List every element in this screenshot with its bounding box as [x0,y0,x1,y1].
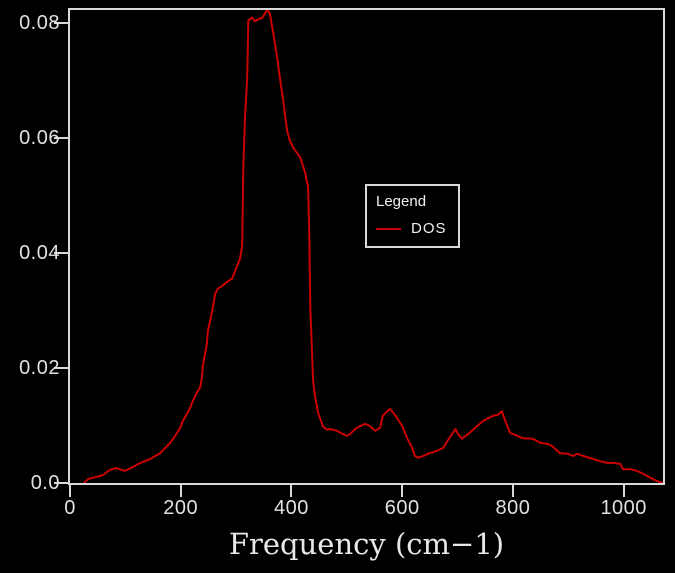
y-tick-mark [54,252,70,255]
legend-title: Legend [376,193,427,210]
legend-entry-dos: DOS [376,220,458,237]
legend-entry-label: DOS [411,220,447,237]
x-tick-label: 600 [384,497,420,519]
y-tick-mark [54,22,70,25]
x-tick-mark [69,483,71,497]
x-tick-label: 400 [274,497,309,519]
x-tick-mark [401,483,404,497]
y-tick-mark [54,137,70,140]
x-tick-label: 800 [495,497,531,519]
x-tick-label: 0 [64,497,76,519]
dos-curve [83,10,663,483]
y-tick-label: 0.02 [19,357,60,380]
x-tick-mark [179,483,182,497]
dos-line [83,10,663,483]
x-tick-mark [290,483,293,497]
legend-box: Legend DOS [365,184,460,248]
y-tick-label: 0.08 [19,12,60,35]
y-tick-mark [54,482,70,484]
y-tick-label: 0.04 [19,242,60,265]
y-tick-mark [54,367,70,370]
x-tick-label: 200 [163,497,199,519]
x-tick-mark [511,483,514,497]
x-tick-mark [622,483,625,497]
x-tick-label: 1000 [600,497,647,519]
y-tick-label: 0.06 [19,127,60,150]
legend-line-sample [376,227,401,230]
y-tick-label: 0.0 [30,472,60,494]
x-axis-title: Frequency (cm−1) [228,527,505,561]
